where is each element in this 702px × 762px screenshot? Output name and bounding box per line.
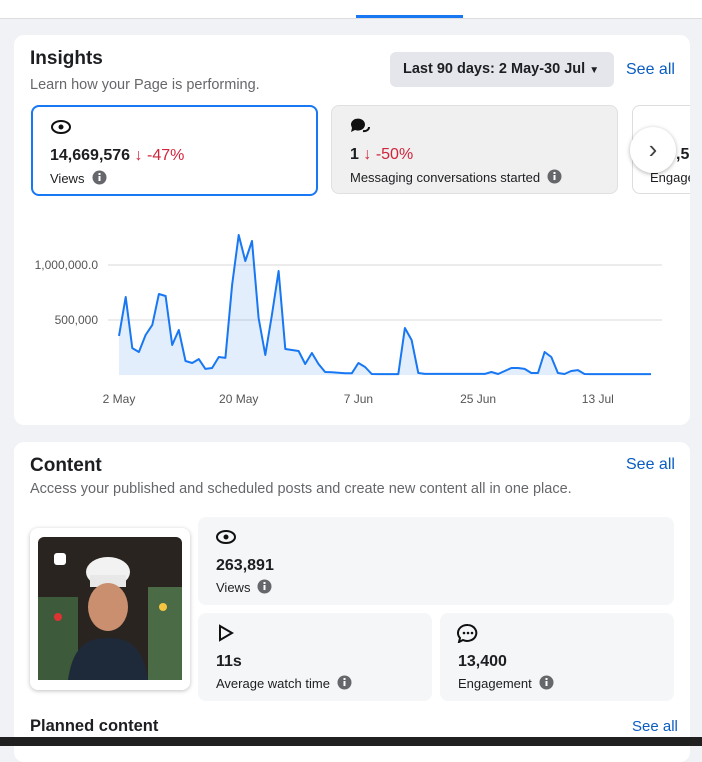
info-icon[interactable] xyxy=(92,170,107,185)
title: Content xyxy=(30,455,102,476)
metric-change: -47% xyxy=(146,147,185,164)
eye-icon xyxy=(216,530,236,544)
see-all[interactable]: See all xyxy=(626,61,675,78)
taskbar xyxy=(0,737,702,746)
metric-value: 11s xyxy=(216,653,242,670)
engagement-icon xyxy=(457,623,478,643)
see-all[interactable]: See all xyxy=(632,718,678,735)
chart: 500,000 1,000,000.0 2 May 20 May 7 Jun 25 Jun… xyxy=(35,234,662,406)
y-tick-label: 1,000,000.0 xyxy=(35,258,99,272)
info-icon[interactable] xyxy=(337,675,352,690)
metric-box: 13,400 Engagement xyxy=(440,613,674,701)
metric-card[interactable]: 14,669,576 ↓ -47% Views xyxy=(31,105,318,196)
metric-label: Views xyxy=(216,580,251,595)
metric-card[interactable]: 1 ↓ -50% Messaging conversations started xyxy=(331,105,618,194)
metric-label: Engage xyxy=(650,170,690,185)
insights-card: Insights Learn how your Page is performi… xyxy=(14,35,690,425)
title: Insights xyxy=(30,48,103,69)
metric-value: 14,669,576 xyxy=(50,147,131,164)
metric-box: 263,891 Views xyxy=(198,517,674,605)
metric-label: Average watch time xyxy=(216,676,330,691)
line xyxy=(118,234,651,376)
content-card: Content Access your published and schedu… xyxy=(14,442,690,762)
chat-icon xyxy=(350,118,370,133)
metric-value: 13,400 xyxy=(458,653,507,670)
top-tabs xyxy=(0,0,702,19)
date-range-dropdown[interactable]: Last 90 days: 2 May-30 Jul ▼ xyxy=(390,52,614,87)
subtitle: Access your published and scheduled post… xyxy=(30,481,572,497)
area xyxy=(119,235,651,375)
metric-label: Views xyxy=(50,171,85,186)
x-tick-label: 13 Jul xyxy=(582,392,614,406)
planned-title: Planned content xyxy=(30,717,159,735)
thumbnail-image xyxy=(38,537,182,680)
subtitle: Learn how your Page is performing. xyxy=(30,77,260,93)
metric-change: -50% xyxy=(375,146,414,163)
metric-box: 11s Average watch time xyxy=(198,613,432,701)
x-tick-label: 7 Jun xyxy=(344,392,373,406)
info-icon[interactable] xyxy=(257,579,272,594)
x-tick-label: 25 Jun xyxy=(460,392,496,406)
metric-label: Messaging conversations started xyxy=(350,170,541,185)
metric-value: 1 xyxy=(350,146,359,163)
play-icon xyxy=(219,624,234,642)
post-thumbnail[interactable] xyxy=(30,528,190,690)
active-tab xyxy=(356,15,463,18)
metric-label: Engagement xyxy=(458,676,532,691)
eye-icon xyxy=(51,120,71,134)
next-button[interactable]: › xyxy=(630,127,676,173)
see-all[interactable]: See all xyxy=(626,456,675,473)
date-range: Last 90 days: 2 May-30 Jul xyxy=(403,61,586,77)
info-icon[interactable] xyxy=(547,169,562,184)
metric-value: 263,891 xyxy=(216,557,274,574)
y-tick-label: 500,000 xyxy=(55,313,99,327)
metric-value: ,5 xyxy=(676,146,690,163)
info-icon[interactable] xyxy=(539,675,554,690)
x-tick-label: 2 May xyxy=(103,392,136,406)
x-tick-label: 20 May xyxy=(219,392,258,406)
